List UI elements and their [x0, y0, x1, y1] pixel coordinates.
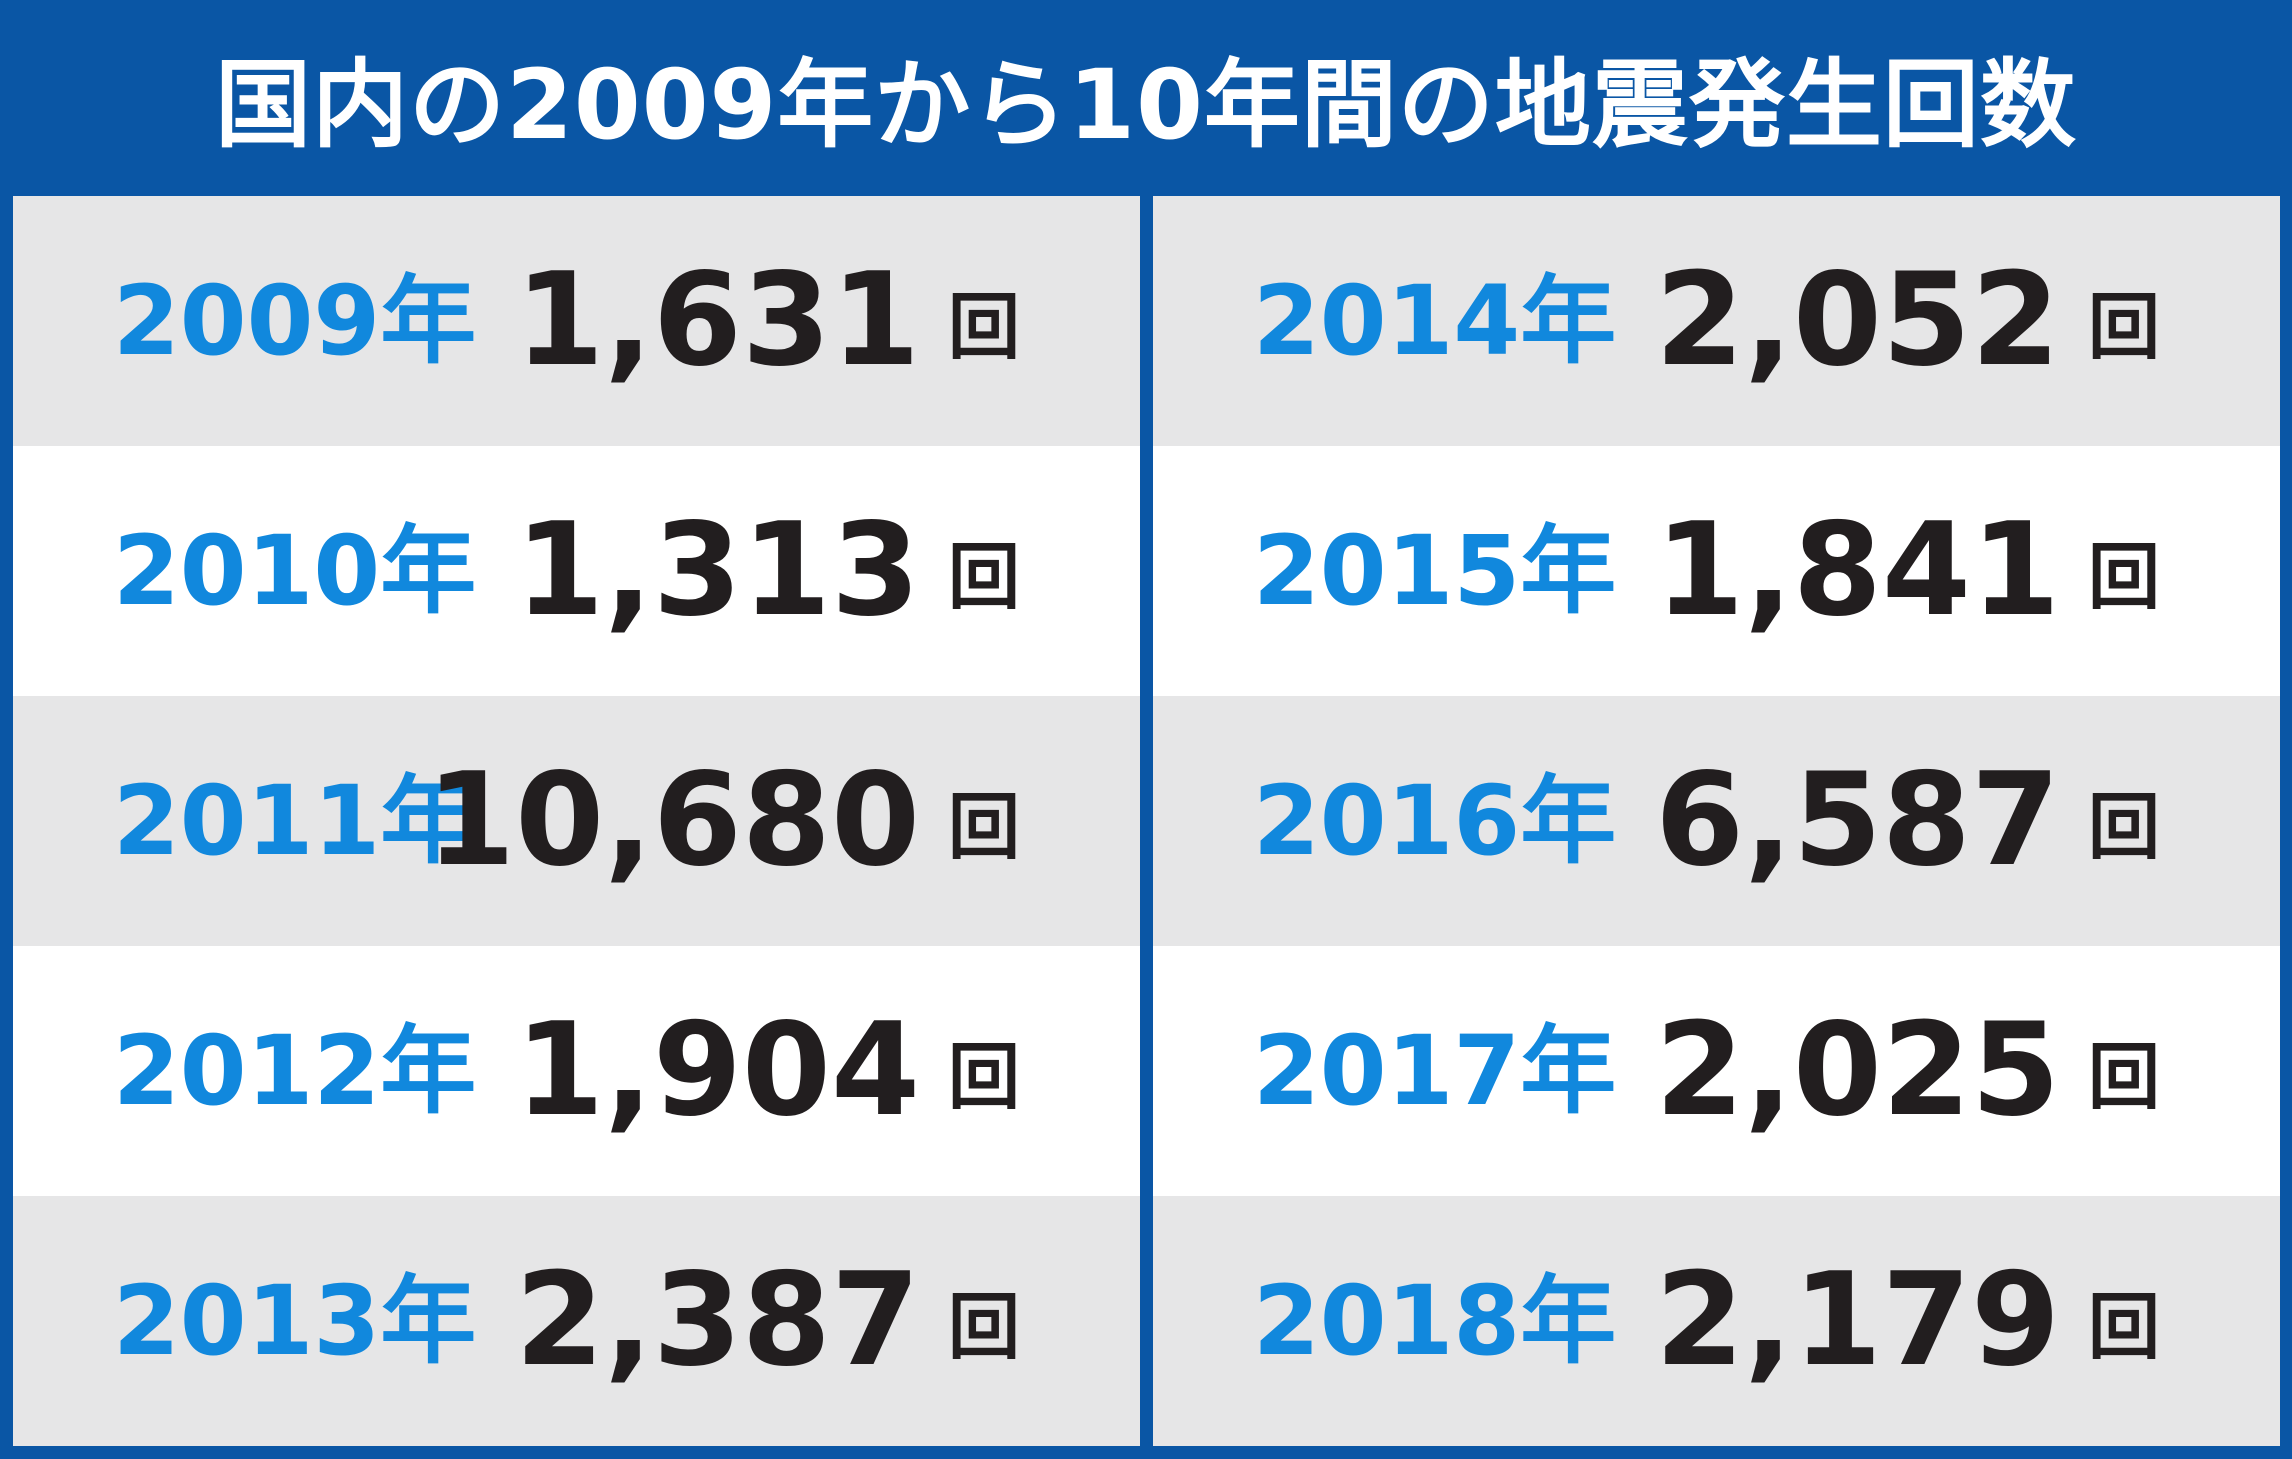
table-column-left: 2009年 1,631 回 2010年 1,313 回 2011年 10,680 回 2012年 1… — [13, 196, 1140, 1446]
year-label: 2018年 — [1253, 1265, 1617, 1377]
count-unit: 回 — [2088, 285, 2161, 369]
table-column-right: 2014年 2,052 回 2015年 1,841 回 2016年 6,587 回 2017年 2,… — [1153, 196, 2280, 1446]
table-row: 2018年 2,179 回 — [1153, 1196, 2280, 1446]
year-label: 2014年 — [1253, 265, 1617, 377]
table-row: 2014年 2,052 回 — [1153, 196, 2280, 446]
year-label: 2009年 — [113, 265, 477, 377]
table-row: 2015年 1,841 回 — [1153, 446, 2280, 696]
count-value: 2,025 — [1655, 996, 2060, 1145]
table-row: 2010年 1,313 回 — [13, 446, 1140, 696]
count-value: 1,313 — [515, 496, 920, 645]
year-label: 2010年 — [113, 515, 477, 627]
count-value: 10,680 — [426, 746, 920, 895]
count-value: 1,904 — [515, 996, 920, 1145]
count-unit: 回 — [948, 535, 1021, 619]
count-unit: 回 — [948, 785, 1021, 869]
count-value: 6,587 — [1655, 746, 2060, 895]
count-value: 2,179 — [1655, 1246, 2060, 1395]
count-unit: 回 — [948, 1035, 1021, 1119]
table-row: 2011年 10,680 回 — [13, 696, 1140, 946]
table-row: 2009年 1,631 回 — [13, 196, 1140, 446]
count-value: 1,841 — [1655, 496, 2060, 645]
count-unit: 回 — [2088, 1035, 2161, 1119]
year-label: 2013年 — [113, 1265, 477, 1377]
count-value: 1,631 — [515, 246, 920, 395]
count-value: 2,052 — [1655, 246, 2060, 395]
year-label: 2011年 — [113, 765, 477, 877]
table-row: 2017年 2,025 回 — [1153, 946, 2280, 1196]
year-label: 2012年 — [113, 1015, 477, 1127]
count-unit: 回 — [948, 285, 1021, 369]
year-label: 2016年 — [1253, 765, 1617, 877]
count-unit: 回 — [2088, 535, 2161, 619]
chart-title: 国内の2009年から10年間の地震発生回数 — [215, 48, 2077, 161]
table-row: 2016年 6,587 回 — [1153, 696, 2280, 946]
count-unit: 回 — [2088, 785, 2161, 869]
count-value: 2,387 — [515, 1246, 920, 1395]
count-unit: 回 — [948, 1285, 1021, 1369]
table-row: 2013年 2,387 回 — [13, 1196, 1140, 1446]
count-unit: 回 — [2088, 1285, 2161, 1369]
year-label: 2015年 — [1253, 515, 1617, 627]
table-row: 2012年 1,904 回 — [13, 946, 1140, 1196]
year-label: 2017年 — [1253, 1015, 1617, 1127]
